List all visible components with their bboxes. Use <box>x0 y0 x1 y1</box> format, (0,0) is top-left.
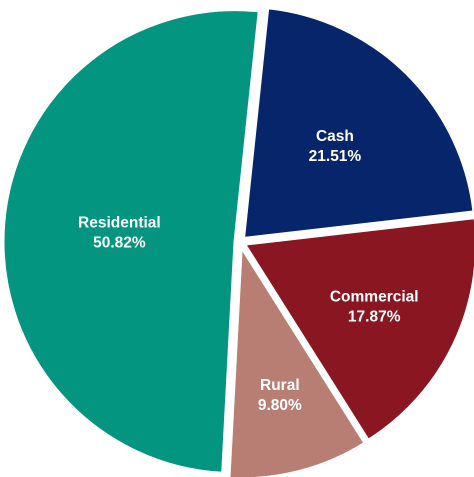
labels-layer: Cash 21.51% Commercial 17.87% Rural 9.80% Resi… <box>78 128 419 414</box>
slices-layer <box>1 6 474 477</box>
slice-name-label-cash: Cash <box>316 128 354 145</box>
pie-slice-rural <box>227 242 368 477</box>
pie-slice-cash <box>241 6 474 241</box>
slice-name-label-rural: Rural <box>260 377 300 394</box>
slice-name-label-commercial: Commercial <box>330 288 419 305</box>
slice-percent-label-commercial: 17.87% <box>348 308 401 325</box>
slice-percent-label-cash: 21.51% <box>309 148 362 165</box>
slice-percent-label-residential: 50.82% <box>93 234 146 251</box>
pie-slice-commercial <box>241 216 474 443</box>
slice-percent-label-rural: 9.80% <box>258 397 302 414</box>
slice-name-label-residential: Residential <box>78 214 161 231</box>
pie-slice-residential <box>1 8 261 475</box>
